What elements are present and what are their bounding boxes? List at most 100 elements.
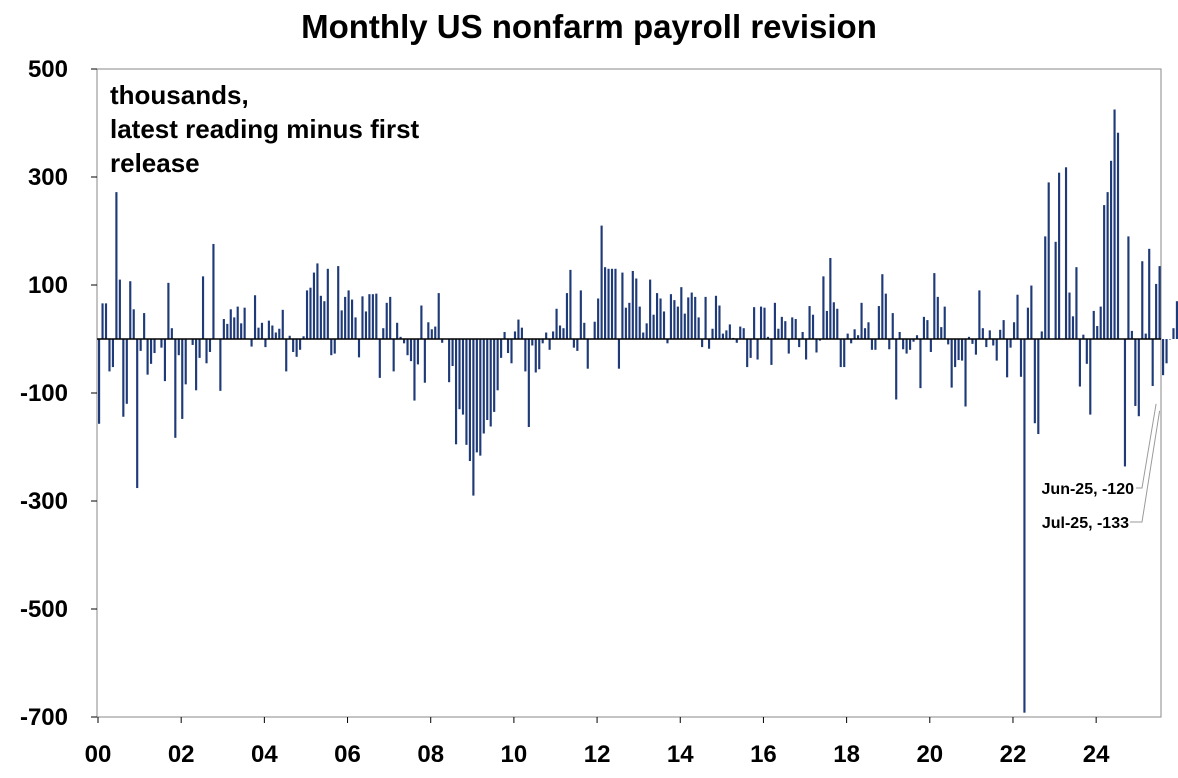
bar — [777, 328, 780, 339]
bar — [815, 339, 818, 353]
x-tick-label: 24 — [1083, 741, 1110, 768]
bar — [177, 339, 180, 356]
bar — [909, 339, 912, 350]
bar — [136, 339, 139, 489]
bar — [818, 339, 822, 341]
bar — [1116, 132, 1120, 339]
bar — [912, 339, 915, 342]
bar — [798, 339, 801, 348]
bar — [132, 309, 135, 339]
bar — [604, 267, 607, 339]
bar — [170, 328, 173, 339]
bar — [1068, 292, 1071, 339]
bar — [1078, 339, 1081, 387]
bar — [1175, 301, 1178, 339]
bar — [430, 329, 433, 339]
bar — [382, 328, 385, 339]
bar — [624, 307, 627, 339]
bar — [915, 335, 919, 339]
bar — [905, 339, 908, 354]
bar — [402, 339, 406, 344]
bar — [406, 339, 409, 356]
bar — [240, 323, 243, 339]
bar — [1023, 339, 1026, 713]
bar — [617, 339, 621, 369]
bar — [947, 339, 950, 345]
bar — [850, 339, 853, 344]
bar — [441, 339, 444, 343]
bar — [98, 339, 101, 424]
bar — [728, 324, 731, 339]
bar — [333, 339, 336, 354]
bar — [423, 339, 426, 383]
bar — [711, 328, 714, 339]
bar — [111, 339, 115, 368]
bar — [1044, 236, 1047, 339]
bar — [118, 279, 121, 339]
unit-note: thousands, latest reading minus first rele… — [110, 80, 420, 178]
bar — [694, 296, 697, 339]
bar — [271, 325, 274, 339]
bar — [704, 296, 707, 339]
bar — [1148, 248, 1151, 339]
x-tick-label: 02 — [168, 741, 195, 768]
bar — [264, 339, 267, 348]
bar — [825, 310, 828, 339]
bar — [486, 339, 489, 420]
x-tick-label: 06 — [334, 741, 361, 768]
bar — [285, 339, 288, 372]
bar — [558, 325, 562, 339]
bar — [545, 332, 548, 339]
x-axis: 00 02 04 06 08 10 12 14 16 18 20 22 24 — [85, 717, 1110, 768]
bar — [954, 339, 957, 368]
bar — [846, 333, 849, 339]
bar — [874, 339, 877, 350]
bar — [659, 298, 662, 339]
bar — [985, 339, 988, 348]
bar — [870, 339, 874, 350]
bar — [1075, 267, 1078, 339]
bar — [434, 326, 437, 339]
bar — [971, 339, 974, 344]
bar — [857, 335, 860, 339]
bar — [586, 339, 589, 369]
bar — [936, 296, 939, 339]
bar — [1165, 339, 1168, 364]
unit-note-line: latest reading minus first — [110, 114, 420, 144]
bar — [472, 339, 475, 496]
bar — [642, 332, 645, 339]
bar — [701, 339, 704, 348]
bar — [1123, 339, 1127, 467]
bar — [1071, 316, 1075, 339]
bar — [1144, 333, 1147, 339]
bar — [950, 339, 953, 388]
bar — [385, 302, 388, 339]
y-tick-label: -500 — [20, 596, 68, 623]
bar — [278, 328, 281, 339]
bar — [621, 272, 624, 339]
bar — [489, 339, 492, 427]
bar — [191, 339, 194, 345]
bar — [351, 299, 354, 339]
bar — [576, 339, 579, 351]
x-tick-label: 04 — [251, 741, 278, 768]
bar — [960, 339, 964, 361]
bar — [104, 303, 108, 339]
bar — [299, 339, 302, 350]
bar — [1047, 182, 1050, 339]
bar — [891, 313, 894, 339]
bar — [1026, 307, 1029, 339]
bar — [427, 322, 430, 339]
annotation-leader — [1130, 410, 1161, 523]
bar — [437, 293, 440, 339]
bar — [205, 339, 208, 364]
bar — [326, 268, 329, 339]
bar — [614, 268, 617, 339]
y-tick-label: 300 — [28, 164, 68, 191]
bar — [458, 339, 461, 410]
unit-note-line: thousands, — [110, 80, 249, 110]
bar — [926, 320, 929, 339]
bar — [375, 293, 378, 339]
bar — [233, 317, 236, 339]
bar — [877, 306, 880, 339]
